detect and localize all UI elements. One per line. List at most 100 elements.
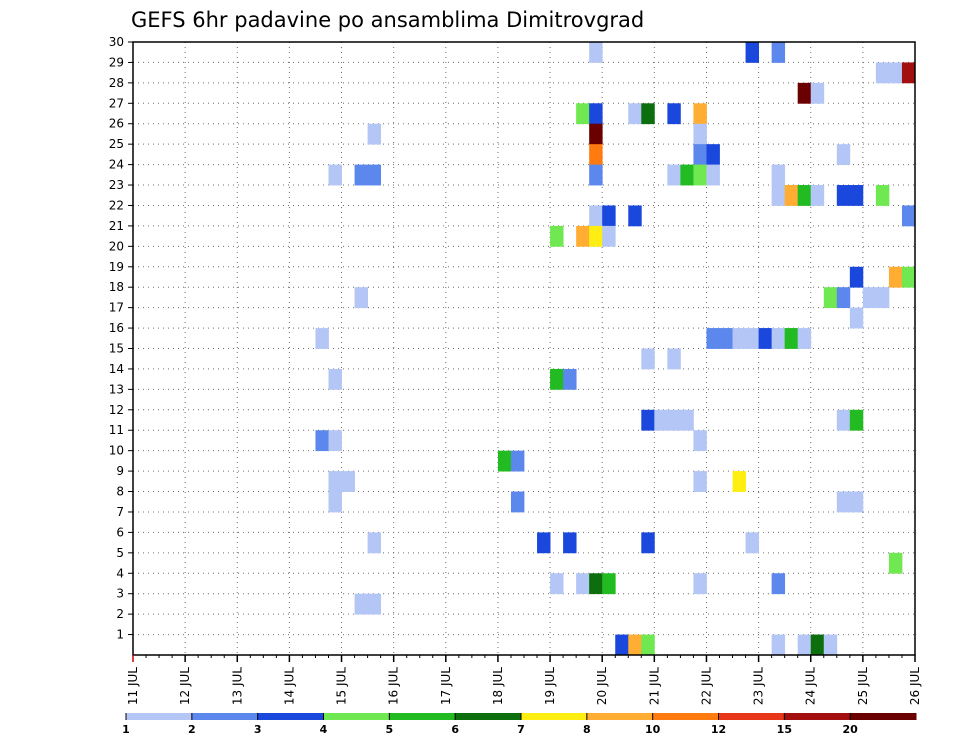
y-tick-label: 24 xyxy=(109,158,124,172)
heatmap-cell xyxy=(797,185,812,206)
heatmap-cell xyxy=(732,471,746,492)
heatmap-cell xyxy=(706,144,720,165)
heatmap-cell xyxy=(745,42,759,63)
heatmap-cell xyxy=(628,205,642,227)
heatmap-cell xyxy=(888,552,903,574)
legend-swatch xyxy=(257,713,324,720)
x-tick-label: 15 JUL xyxy=(335,667,349,705)
heatmap-cell xyxy=(328,471,342,492)
heatmap-cell xyxy=(328,368,342,390)
heatmap-cell xyxy=(510,491,525,513)
heatmap-cell xyxy=(589,205,603,227)
legend-label: 7 xyxy=(517,723,525,736)
heatmap-cell xyxy=(693,430,707,452)
heatmap-cell xyxy=(589,573,603,595)
x-tick-label: 11 JUL xyxy=(126,667,140,705)
heatmap-cell xyxy=(576,573,590,595)
heatmap-cell xyxy=(901,266,916,288)
x-tick-label: 23 JUL xyxy=(752,667,766,705)
heatmap-cell xyxy=(797,634,812,656)
x-tick-label: 13 JUL xyxy=(230,667,244,705)
y-tick-label: 21 xyxy=(109,219,124,233)
x-tick-label: 20 JUL xyxy=(595,667,609,705)
legend-swatch xyxy=(455,713,522,720)
y-tick-label: 26 xyxy=(109,117,124,131)
legend-label: 10 xyxy=(645,723,661,736)
heatmap-cell xyxy=(550,225,564,247)
y-tick-label: 27 xyxy=(109,96,124,110)
heatmap-cell xyxy=(693,164,707,186)
x-tick-label: 24 JUL xyxy=(804,667,818,705)
y-axis: 1234567891011121314151617181920212223242… xyxy=(109,35,133,642)
heatmap-cell xyxy=(875,62,890,84)
x-tick-label: 14 JUL xyxy=(282,667,296,705)
y-tick-label: 29 xyxy=(109,55,124,69)
heatmap-cell xyxy=(719,328,733,349)
heatmap-cell xyxy=(849,266,864,288)
x-tick-label: 16 JUL xyxy=(387,667,401,705)
heatmap-cell xyxy=(706,164,720,186)
heatmap-cell xyxy=(602,573,616,595)
legend-swatch xyxy=(850,713,917,720)
heatmap-cell xyxy=(367,164,382,186)
legend-swatch xyxy=(652,713,719,720)
heatmap-cell xyxy=(589,144,603,165)
y-tick-label: 2 xyxy=(116,607,124,621)
heatmap-cell xyxy=(888,266,903,288)
y-tick-label: 6 xyxy=(116,525,124,539)
heatmap-cell xyxy=(537,532,551,554)
heatmap-cell xyxy=(745,328,759,349)
y-tick-label: 17 xyxy=(109,301,124,315)
heatmap-cell xyxy=(641,532,655,554)
heatmap-cell xyxy=(589,164,603,186)
heatmap-cell xyxy=(823,287,838,309)
heatmap-cell xyxy=(367,593,382,615)
heatmap-cell xyxy=(693,573,707,595)
legend-swatch xyxy=(718,713,785,720)
heatmap-cell xyxy=(576,103,590,125)
heatmap-cell xyxy=(693,471,707,492)
x-tick-label: 17 JUL xyxy=(439,667,453,705)
legend-swatch xyxy=(521,713,588,720)
heatmap-cell xyxy=(550,573,564,595)
heatmap-cell xyxy=(836,144,851,165)
heatmap-cell xyxy=(836,287,851,309)
y-tick-label: 10 xyxy=(109,444,124,458)
heatmap-cell xyxy=(667,164,681,186)
heatmap-cell xyxy=(875,287,890,309)
heatmap-cell xyxy=(771,634,786,656)
y-tick-label: 16 xyxy=(109,321,124,335)
chart-title: GEFS 6hr padavine po ansamblima Dimitrov… xyxy=(131,8,644,32)
y-tick-label: 5 xyxy=(116,546,124,560)
y-tick-label: 13 xyxy=(109,382,124,396)
heatmap-cell xyxy=(680,409,694,431)
heatmap-cell xyxy=(810,634,825,656)
legend-swatch xyxy=(191,713,259,720)
heatmap-cell xyxy=(823,634,838,656)
heatmap-cell xyxy=(341,471,355,492)
heatmap-cell xyxy=(628,634,642,656)
cells xyxy=(315,42,916,656)
heatmap-cell xyxy=(693,123,707,145)
legend-label: 12 xyxy=(711,723,726,736)
heatmap-cell xyxy=(693,103,707,125)
legend-label: 6 xyxy=(451,723,459,736)
heatmap-cell xyxy=(771,42,786,63)
y-tick-label: 3 xyxy=(116,587,124,601)
y-tick-label: 22 xyxy=(109,198,124,212)
heatmap-cell xyxy=(849,491,864,513)
y-tick-label: 23 xyxy=(109,178,124,192)
y-tick-label: 28 xyxy=(109,76,124,90)
y-tick-label: 11 xyxy=(109,423,124,437)
heatmap-cell xyxy=(589,42,603,63)
x-axis: 11 JUL 12 JUL 13 JUL 14 JUL 15 JUL 16 JUL 17 J… xyxy=(126,655,922,705)
heatmap-cell xyxy=(654,409,668,431)
heatmap-cell xyxy=(745,532,759,554)
heatmap-cell xyxy=(615,634,629,656)
heatmap-cell xyxy=(849,409,864,431)
legend-label: 5 xyxy=(386,723,394,736)
heatmap-cell xyxy=(849,185,864,206)
y-tick-label: 9 xyxy=(116,464,124,478)
heatmap-cell xyxy=(641,103,655,125)
